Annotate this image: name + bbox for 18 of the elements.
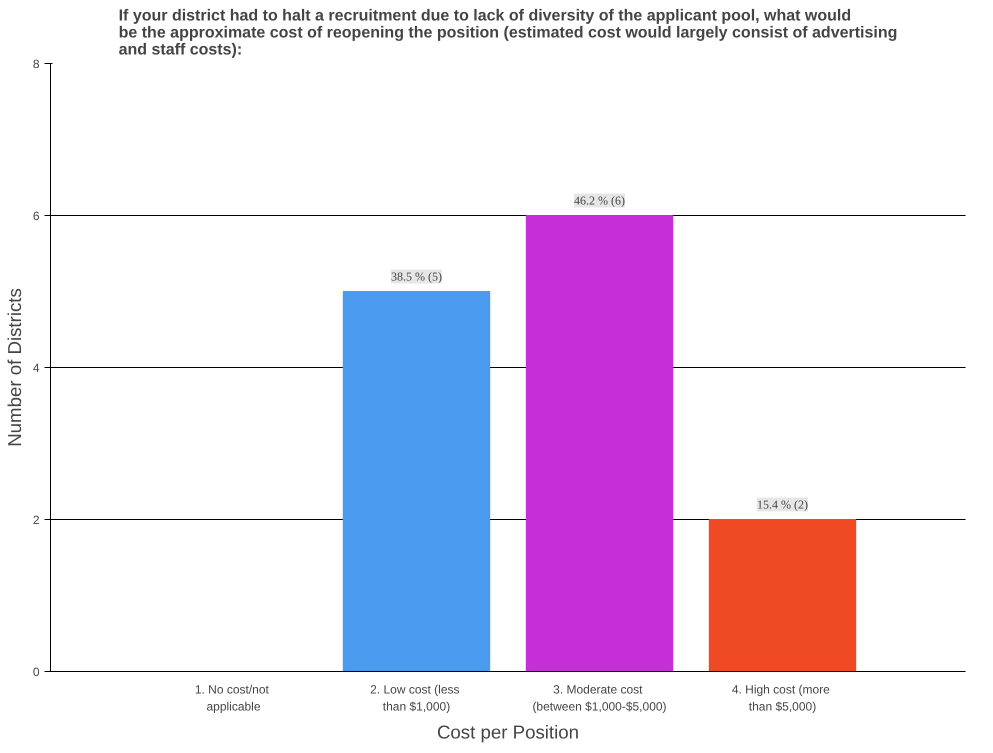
x-axis-title: Cost per Position <box>436 721 580 742</box>
data-label: 38.5 % (5) <box>391 270 442 284</box>
x-tick-label: 2. Low cost (less than $1,000) <box>370 682 460 714</box>
bar <box>342 291 490 672</box>
data-label: 46.2 % (6) <box>574 194 626 208</box>
x-tick-label: 4. High cost (more than $5,000) <box>732 682 830 714</box>
y-tick-label: 4 <box>32 361 40 375</box>
y-tick-label: 6 <box>32 209 40 223</box>
x-tick-label: 3. Moderate cost (between $1,000-$5,000) <box>532 682 667 714</box>
y-tick-label: 2 <box>32 513 40 527</box>
x-tick-label: 1. No cost/not applicable <box>194 682 270 714</box>
chart-title: If your district had to halt a recruitment due to lack of diversity of the applicant pool, what would be the approximate cost of reopening the position (estimated cost would largely consist of advertising and staff costs): <box>118 8 898 58</box>
y-tick-label: 0 <box>32 665 40 679</box>
y-tick-label: 8 <box>32 57 40 71</box>
data-label: 15.4 % (2) <box>757 498 808 512</box>
y-axis-title: Number of Districts <box>4 288 25 447</box>
bar <box>526 215 674 672</box>
bar <box>708 519 856 672</box>
